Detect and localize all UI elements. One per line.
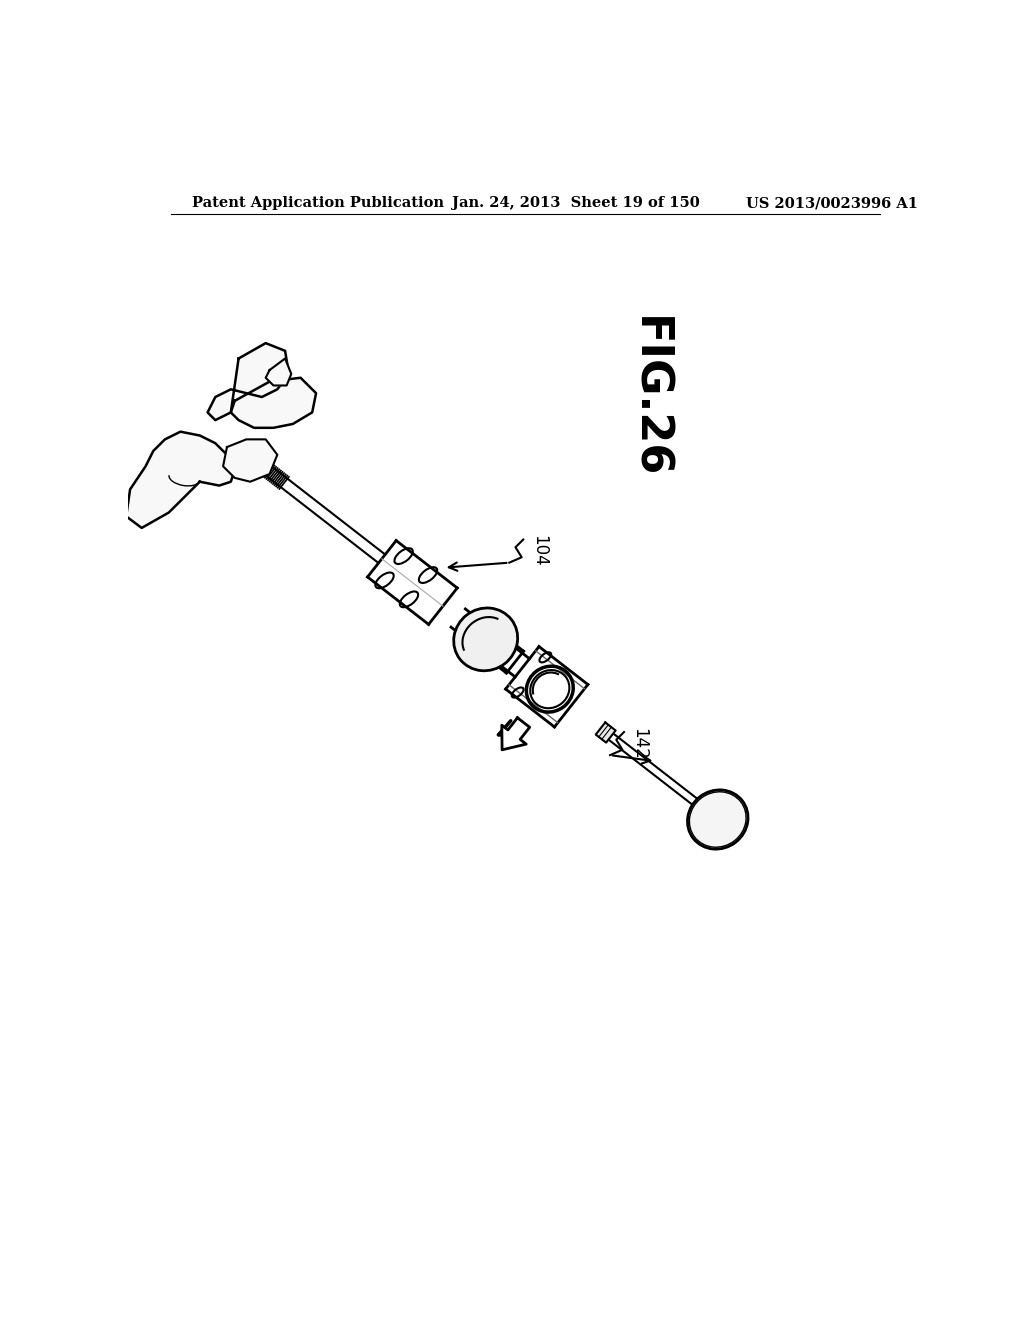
Polygon shape	[596, 722, 615, 743]
Polygon shape	[223, 440, 278, 482]
Text: FIG.26: FIG.26	[628, 315, 671, 478]
Polygon shape	[502, 718, 529, 750]
Polygon shape	[208, 343, 289, 420]
Text: 104: 104	[529, 536, 548, 566]
Polygon shape	[265, 359, 291, 385]
Text: Patent Application Publication: Patent Application Publication	[191, 197, 443, 210]
Text: US 2013/0023996 A1: US 2013/0023996 A1	[746, 197, 919, 210]
Polygon shape	[230, 378, 316, 428]
Text: Jan. 24, 2013  Sheet 19 of 150: Jan. 24, 2013 Sheet 19 of 150	[452, 197, 699, 210]
Text: 142: 142	[631, 727, 648, 759]
Ellipse shape	[454, 609, 518, 671]
Polygon shape	[126, 432, 234, 528]
Ellipse shape	[687, 789, 748, 849]
